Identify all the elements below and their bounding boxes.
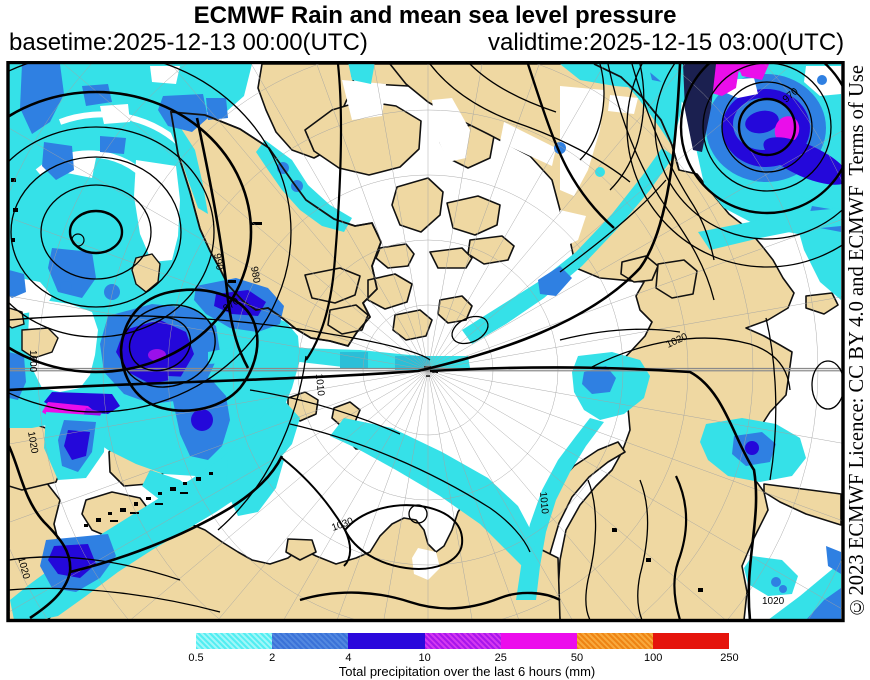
svg-text:1010: 1010 [313,373,326,397]
svg-text:1010: 1010 [537,491,550,515]
svg-text:980: 980 [248,266,262,285]
svg-text:990: 990 [211,253,225,272]
svg-text:1000: 1000 [27,350,38,373]
svg-text:1020: 1020 [762,596,785,607]
svg-text:1020: 1020 [25,431,40,455]
